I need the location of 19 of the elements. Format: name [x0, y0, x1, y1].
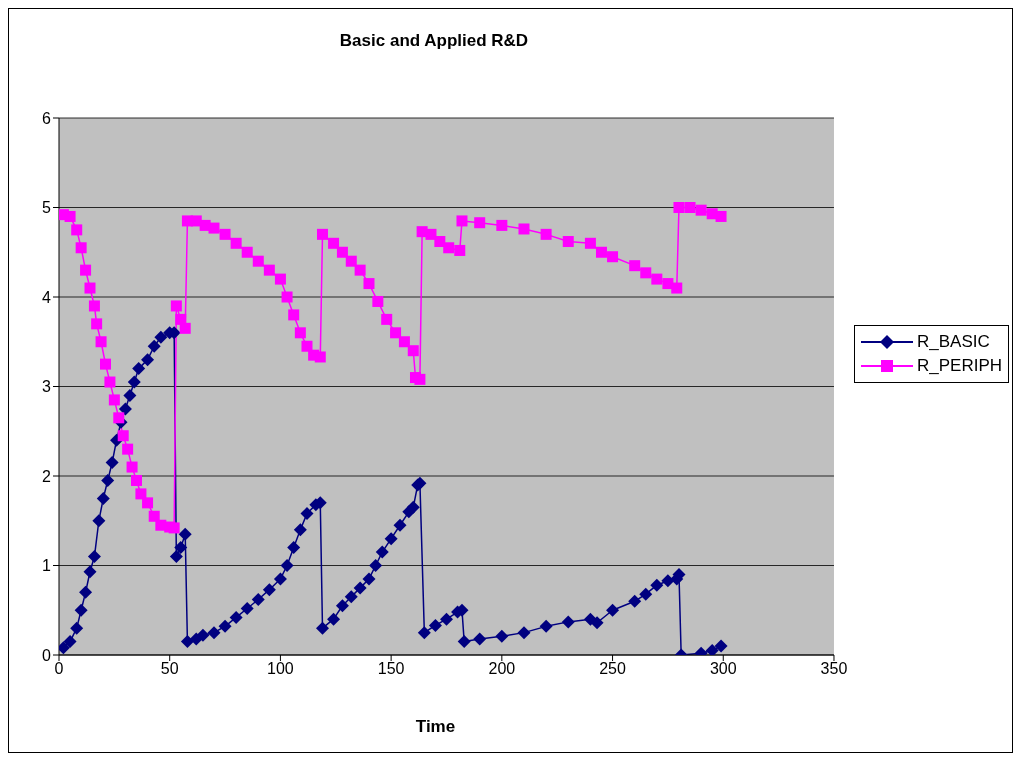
y-tick-label: 2 — [42, 467, 52, 485]
x-tick-label: 0 — [54, 660, 64, 678]
legend-label: R_PERIPH — [916, 356, 1002, 376]
x-axis-title: Time — [414, 717, 457, 737]
legend-label: R_BASIC — [916, 332, 990, 352]
chart-title: Basic and Applied R&D — [338, 31, 530, 51]
x-tick-label: 150 — [377, 660, 405, 678]
x-tick-label: 300 — [709, 660, 737, 678]
y-tick-label: 1 — [42, 557, 52, 575]
x-tick-label: 350 — [820, 660, 848, 678]
y-tick-label: 3 — [42, 378, 52, 396]
y-tick-label: 6 — [42, 109, 52, 127]
x-tick-label: 50 — [160, 660, 179, 678]
y-tick-label: 4 — [42, 288, 52, 306]
y-tick-label: 5 — [42, 199, 52, 217]
y-tick-label: 0 — [42, 646, 52, 664]
x-tick-label: 250 — [599, 660, 626, 678]
x-tick-label: 200 — [488, 660, 516, 678]
x-tick-label: 100 — [267, 660, 294, 678]
